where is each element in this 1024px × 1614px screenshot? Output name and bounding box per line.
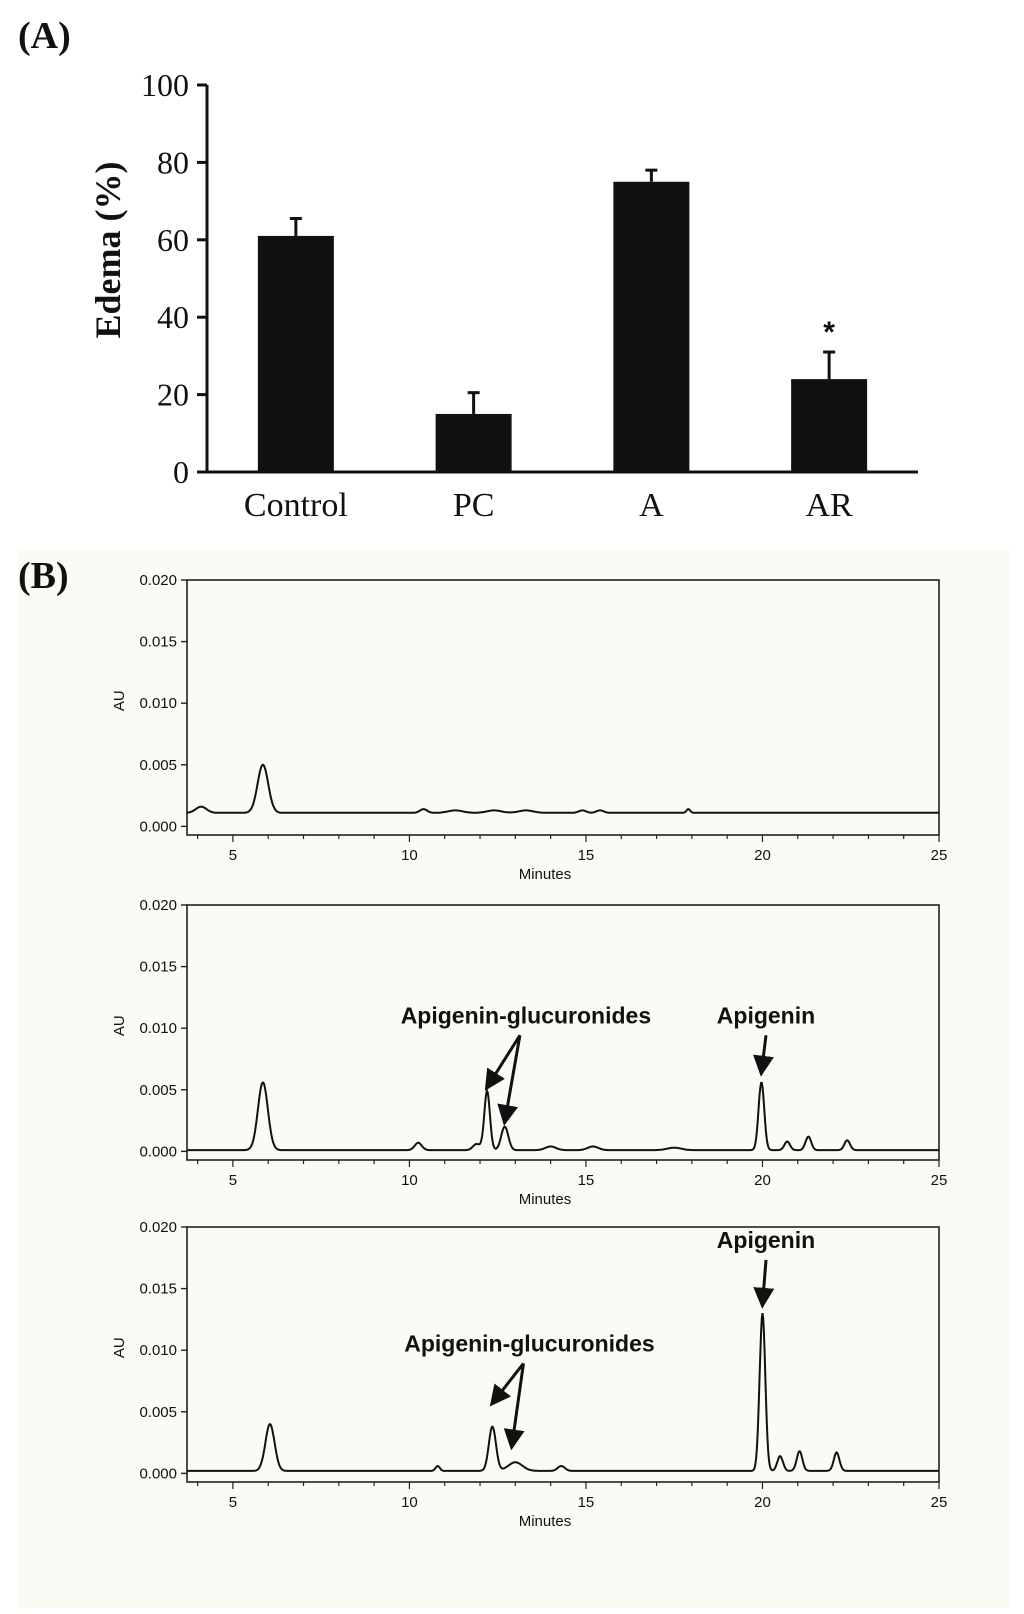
bar-category-label: Control xyxy=(244,487,348,524)
bar xyxy=(257,235,334,472)
y-tick-label: 0.000 xyxy=(139,1465,177,1482)
bar-category-label: AR xyxy=(806,487,854,524)
trace-line xyxy=(187,1313,939,1472)
y-tick-label: 0.000 xyxy=(139,1143,177,1160)
annotation-arrow xyxy=(753,1035,774,1077)
bar-y-tick-label: 80 xyxy=(157,144,189,180)
bar-category-label: A xyxy=(639,487,664,524)
annotation-label: Apigenin-glucuronides xyxy=(404,1330,654,1356)
y-tick-label: 0.020 xyxy=(139,572,177,589)
y-tick-label: 0.005 xyxy=(139,1082,177,1099)
bar-category-label: PC xyxy=(453,487,495,524)
y-tick-label: 0.020 xyxy=(139,1219,177,1236)
y-tick-label: 0.015 xyxy=(139,634,177,651)
x-tick-label: 5 xyxy=(229,1494,237,1511)
annotation-arrow xyxy=(497,1035,522,1126)
chromatogram-3: 0.000 0.005 0.010 0.015 0.020 5 10 15 20 25 Minute… xyxy=(111,1219,947,1530)
y-tick-label: 0.000 xyxy=(139,818,177,835)
y-axis-title: AU xyxy=(111,1015,128,1036)
bar-y-tick-label: 20 xyxy=(157,377,189,413)
bar-y-tick-label: 0 xyxy=(173,454,189,490)
y-tick-label: 0.010 xyxy=(139,1342,177,1359)
chromatogram-2: 0.000 0.005 0.010 0.015 0.020 5 10 15 20 25 Minute… xyxy=(111,897,947,1208)
x-tick-label: 15 xyxy=(578,1494,595,1511)
chromatogram-1: 0.000 0.005 0.010 0.015 0.020 5 10 15 20 25 Minute… xyxy=(111,572,947,883)
x-tick-label: 20 xyxy=(754,847,771,864)
plot-frame xyxy=(186,579,940,836)
bar-chart: 0 20 40 60 80 100 Control PC A * AR Edema (%) xyxy=(88,67,918,524)
x-tick-label: 20 xyxy=(754,1494,771,1511)
y-tick-label: 0.015 xyxy=(139,1281,177,1298)
trace-line xyxy=(187,1081,939,1152)
x-axis-title: Minutes xyxy=(519,866,572,883)
x-tick-label: 15 xyxy=(578,847,595,864)
bar-y-tick-label: 100 xyxy=(141,67,189,103)
x-tick-label: 10 xyxy=(401,847,418,864)
bar xyxy=(435,413,512,472)
bar xyxy=(613,181,690,472)
chromatograms: 0.000 0.005 0.010 0.015 0.020 5 10 15 20 25 Minute… xyxy=(111,572,947,1530)
x-tick-label: 10 xyxy=(401,1494,418,1511)
y-tick-label: 0.005 xyxy=(139,1404,177,1421)
x-tick-label: 10 xyxy=(401,1172,418,1189)
bar-y-axis-title: Edema (%) xyxy=(88,162,128,339)
y-tick-label: 0.005 xyxy=(139,757,177,774)
bar-y-tick-label: 60 xyxy=(157,222,189,258)
annotation-label: Apigenin xyxy=(717,1227,815,1253)
y-tick-label: 0.020 xyxy=(139,897,177,914)
trace-line xyxy=(186,763,939,814)
y-axis-title: AU xyxy=(111,690,128,711)
x-axis-title: Minutes xyxy=(519,1191,572,1208)
plot-frame xyxy=(186,904,940,1161)
significance-marker: * xyxy=(823,316,835,349)
y-tick-label: 0.010 xyxy=(139,695,177,712)
y-tick-label: 0.015 xyxy=(139,959,177,976)
bar-y-tick-label: 40 xyxy=(157,299,189,335)
plot-frame xyxy=(186,1226,940,1483)
panel-a-label: (A) xyxy=(18,15,71,57)
y-tick-label: 0.010 xyxy=(139,1020,177,1037)
annotation-arrow xyxy=(484,1034,522,1091)
annotation-label: Apigenin-glucuronides xyxy=(401,1002,651,1028)
annotation-arrow xyxy=(753,1259,775,1309)
annotation-arrow xyxy=(489,1362,525,1407)
x-axis-title: Minutes xyxy=(519,1513,572,1530)
x-tick-label: 25 xyxy=(931,847,948,864)
x-tick-label: 20 xyxy=(754,1172,771,1189)
x-tick-label: 25 xyxy=(931,1494,948,1511)
x-tick-label: 5 xyxy=(229,1172,237,1189)
annotation-label: Apigenin xyxy=(717,1002,815,1028)
panel-b-label: (B) xyxy=(18,555,69,597)
x-tick-label: 15 xyxy=(578,1172,595,1189)
bar xyxy=(791,379,868,472)
y-axis-title: AU xyxy=(111,1337,128,1358)
x-tick-label: 25 xyxy=(931,1172,948,1189)
annotation-arrow xyxy=(503,1363,525,1451)
x-tick-label: 5 xyxy=(229,847,237,864)
